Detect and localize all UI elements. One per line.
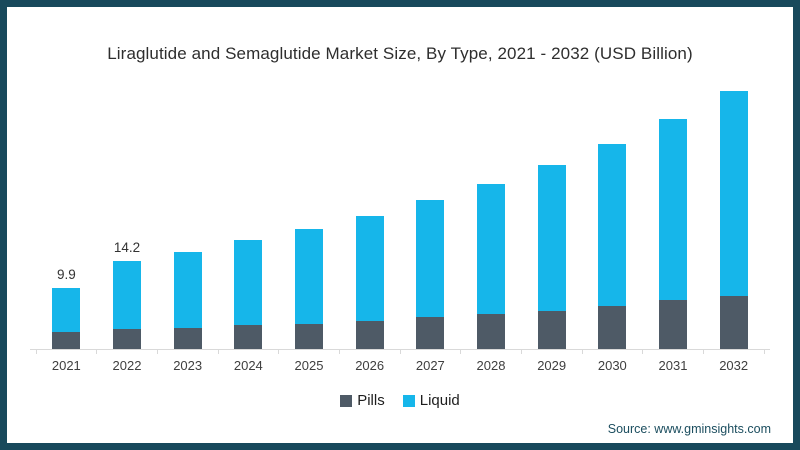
bar-2027 <box>416 200 445 349</box>
bar-2032 <box>719 91 748 349</box>
bar-segment-2027-liquid <box>416 200 445 317</box>
bar-segment-2025-liquid <box>294 229 323 324</box>
bar-segment-2026-liquid <box>355 216 384 321</box>
x-axis-tick <box>278 349 280 354</box>
x-axis-label-2026: 2026 <box>355 358 385 373</box>
bar-group-2025 <box>279 229 340 349</box>
bar-group-2029 <box>521 165 582 349</box>
bar-2024 <box>234 240 263 349</box>
x-axis-tick <box>156 349 158 354</box>
x-axis-tick <box>520 349 522 354</box>
bar-group-2022: 14.2 <box>97 240 158 349</box>
bar-group-2031 <box>643 119 704 349</box>
x-axis-tick <box>35 349 37 354</box>
x-axis-tick <box>581 349 583 354</box>
bar-segment-2027-pills <box>416 317 445 349</box>
x-axis-tick <box>642 349 644 354</box>
bar-segment-2032-liquid <box>719 91 748 296</box>
bar-2022 <box>112 261 141 349</box>
x-axis-tick <box>702 349 704 354</box>
bar-2031 <box>658 119 687 349</box>
bar-segment-2029-pills <box>537 311 566 349</box>
plot-area: 9.9 14.2 <box>36 80 764 349</box>
bar-2026 <box>355 216 384 349</box>
bar-segment-2031-liquid <box>658 119 687 300</box>
x-axis-tick <box>217 349 219 354</box>
bar-segment-2029-liquid <box>537 165 566 311</box>
x-axis-label-2028: 2028 <box>476 358 506 373</box>
legend-label-pills: Pills <box>357 392 385 409</box>
bar-2028 <box>476 184 505 349</box>
bar-group-2028 <box>461 184 522 349</box>
bar-2021 <box>52 288 81 349</box>
bar-segment-2030-liquid <box>598 144 627 306</box>
x-axis-tick <box>338 349 340 354</box>
bar-segment-2025-pills <box>294 324 323 349</box>
bar-segment-2022-liquid <box>112 261 141 329</box>
x-axis-label-2027: 2027 <box>415 358 445 373</box>
x-axis-label-2031: 2031 <box>658 358 688 373</box>
bar-group-2023 <box>157 252 218 349</box>
x-axis-tick <box>399 349 401 354</box>
bar-segment-2024-liquid <box>234 240 263 325</box>
bar-segment-2030-pills <box>598 306 627 349</box>
bar-2025 <box>294 229 323 349</box>
legend: Pills Liquid <box>7 392 793 409</box>
x-axis-label-2025: 2025 <box>294 358 324 373</box>
legend-item-liquid: Liquid <box>402 392 460 409</box>
bar-segment-2023-pills <box>173 328 202 349</box>
source-attribution: Source: www.gminsights.com <box>607 422 771 436</box>
x-axis-label-2024: 2024 <box>233 358 263 373</box>
bar-group-2024 <box>218 240 279 349</box>
bar-2030 <box>598 144 627 349</box>
x-axis-label-2029: 2029 <box>537 358 567 373</box>
bar-segment-2023-liquid <box>173 252 202 328</box>
legend-item-pills: Pills <box>340 392 385 409</box>
bar-series-container: 9.9 14.2 <box>36 80 764 349</box>
bar-segment-2028-liquid <box>476 184 505 314</box>
bar-segment-2032-pills <box>719 296 748 349</box>
bar-segment-2022-pills <box>112 329 141 349</box>
bar-segment-2026-pills <box>355 321 384 349</box>
bar-group-2030 <box>582 144 643 349</box>
bar-segment-2028-pills <box>476 314 505 349</box>
x-axis-label-2030: 2030 <box>597 358 627 373</box>
bar-group-2021: 9.9 <box>36 267 97 349</box>
bar-group-2027 <box>400 200 461 349</box>
bar-value-label-2021: 9.9 <box>56 267 76 282</box>
legend-swatch-pills <box>340 394 353 407</box>
x-axis-labels: 2021 2022 2023 2024 2025 2026 2027 2028 2029 2030… <box>36 358 764 373</box>
legend-swatch-liquid <box>402 394 415 407</box>
bar-group-2026 <box>339 216 400 349</box>
x-axis-tick <box>460 349 462 354</box>
chart-title: Liraglutide and Semaglutide Market Size,… <box>107 44 693 63</box>
bar-segment-2021-pills <box>52 332 81 349</box>
x-axis-label-2022: 2022 <box>112 358 142 373</box>
bar-segment-2031-pills <box>658 300 687 349</box>
bar-2023 <box>173 252 202 349</box>
bar-value-label-2022: 14.2 <box>113 240 141 255</box>
x-axis-ticks <box>35 349 765 354</box>
x-axis-tick <box>96 349 98 354</box>
bar-2029 <box>537 165 566 349</box>
x-axis-tick <box>763 349 765 354</box>
x-axis-label-2023: 2023 <box>173 358 203 373</box>
x-axis-label-2021: 2021 <box>51 358 81 373</box>
bar-segment-2021-liquid <box>52 288 81 332</box>
bar-segment-2024-pills <box>234 325 263 349</box>
x-axis-label-2032: 2032 <box>719 358 749 373</box>
legend-label-liquid: Liquid <box>419 392 460 409</box>
bar-group-2032 <box>703 91 764 349</box>
